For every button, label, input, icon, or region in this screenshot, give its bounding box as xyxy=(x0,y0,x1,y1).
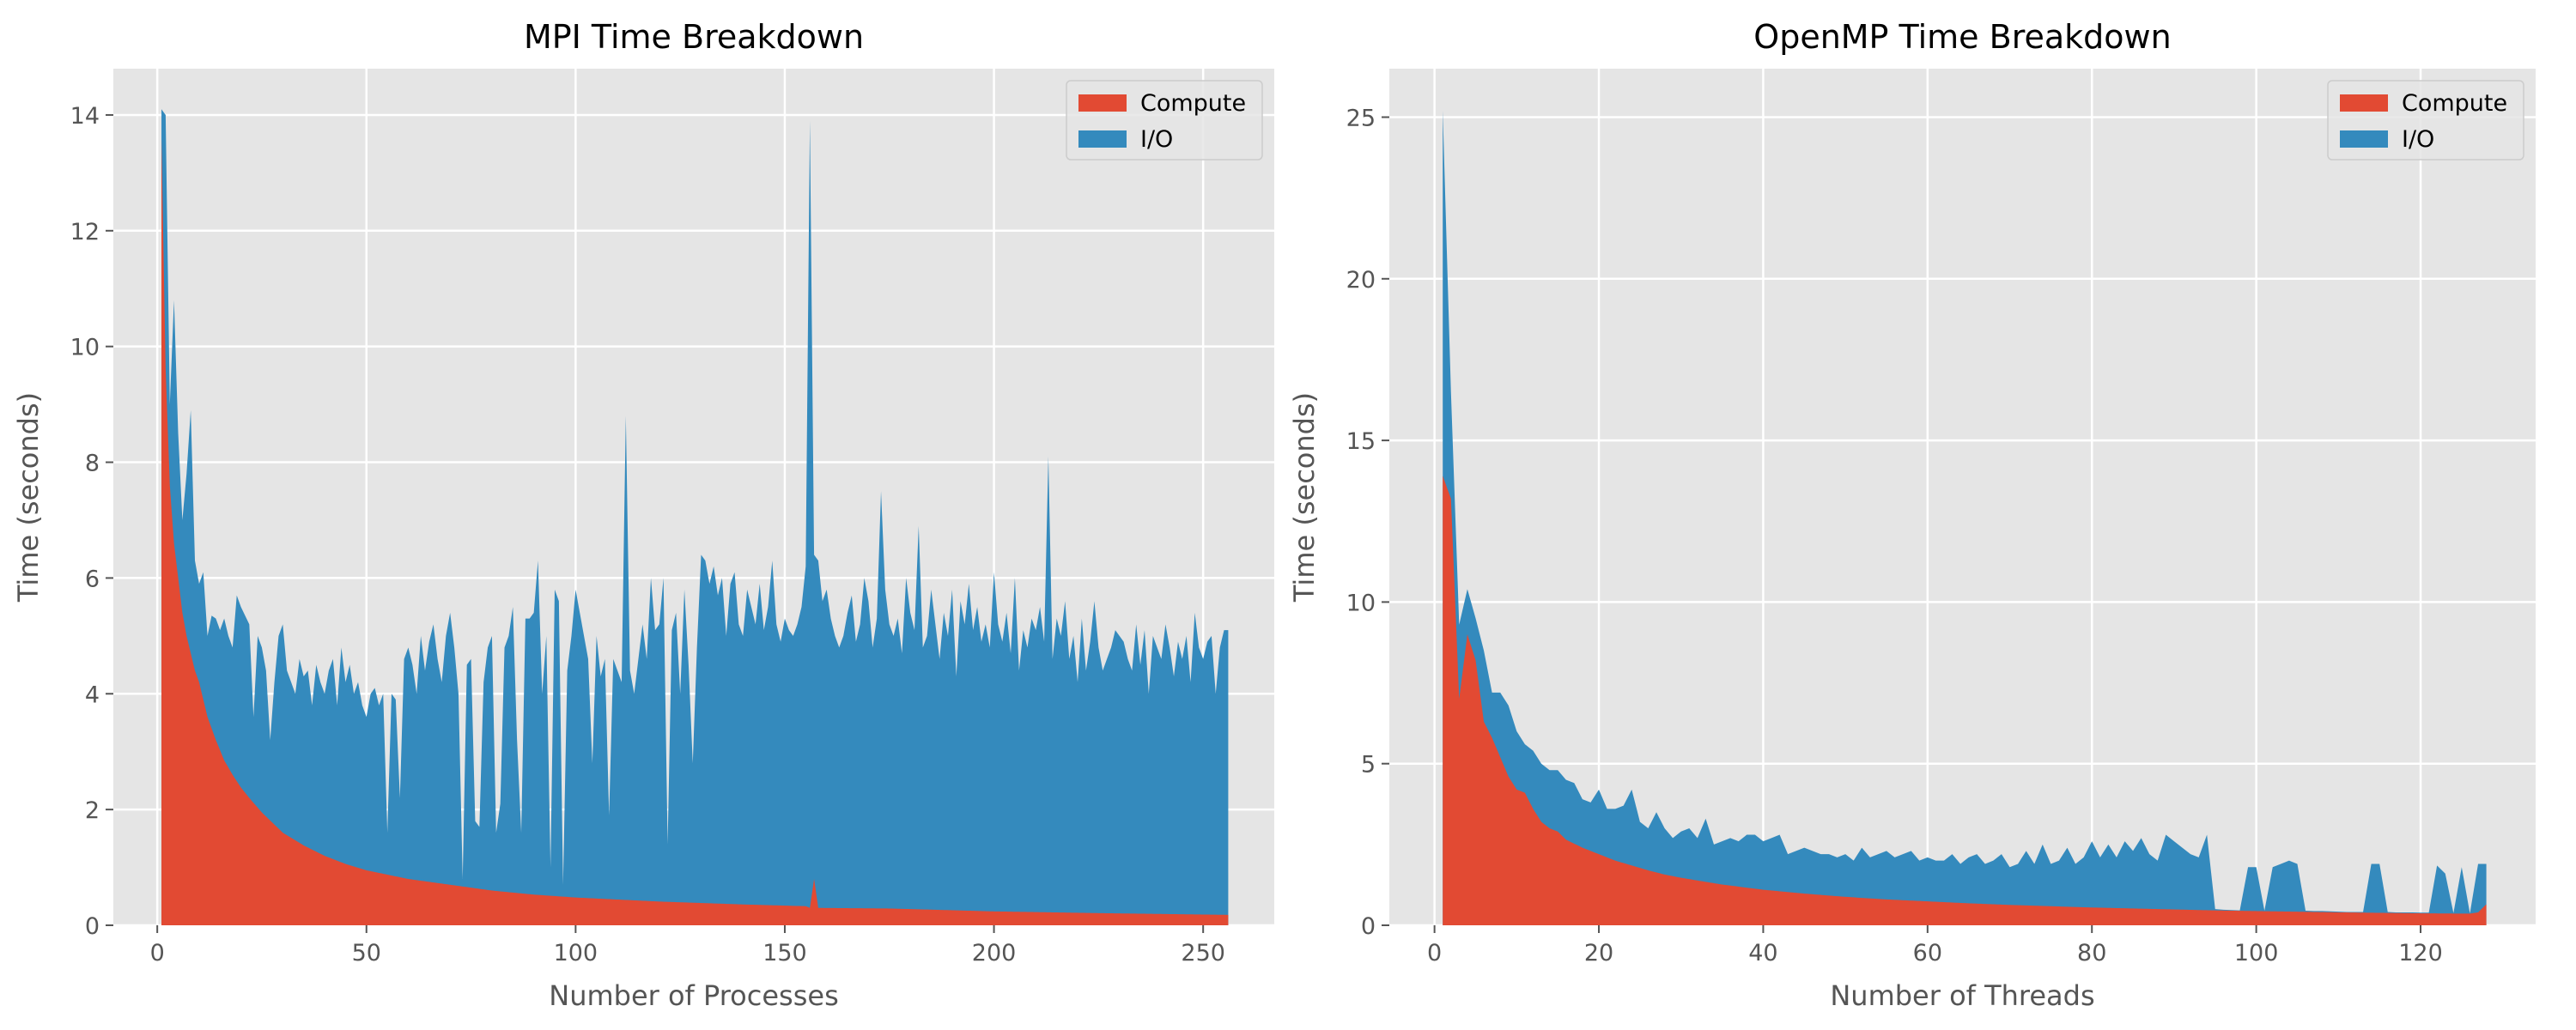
openmp-legend-compute-swatch xyxy=(2340,94,2388,112)
openmp-chart: 0 20 40 60 80 100 120 0 5 10 15 20 25 OpenMP Time B… xyxy=(1288,18,2536,1012)
mpi-legend-io-label: I/O xyxy=(1140,126,1173,153)
mpi-ytick-label: 10 xyxy=(70,335,100,361)
openmp-xtick-label: 120 xyxy=(2398,940,2443,966)
openmp-ytick-label: 25 xyxy=(1346,105,1376,131)
mpi-legend-compute-label: Compute xyxy=(1140,90,1246,117)
mpi-ytick-label: 6 xyxy=(85,566,100,592)
openmp-xtick-label: 100 xyxy=(2234,940,2279,966)
openmp-legend: Compute I/O xyxy=(2327,80,2524,161)
mpi-y-ticks: 0 2 4 6 8 10 12 14 xyxy=(70,103,113,940)
mpi-ytick-label: 4 xyxy=(85,682,100,708)
openmp-chart-title: OpenMP Time Breakdown xyxy=(1753,18,2171,56)
mpi-xtick-label: 50 xyxy=(352,940,381,966)
mpi-xtick-label: 0 xyxy=(150,940,165,966)
mpi-chart: 0 50 100 150 200 250 0 2 4 6 8 10 12 14 MPI Time Bre… xyxy=(12,18,1274,1012)
openmp-x-axis-label: Number of Threads xyxy=(1830,979,2094,1012)
mpi-ytick-label: 0 xyxy=(85,913,100,940)
mpi-compute-area xyxy=(161,137,1229,926)
mpi-io-area xyxy=(161,109,1229,925)
openmp-ytick-label: 10 xyxy=(1346,590,1376,616)
mpi-xtick-label: 150 xyxy=(762,940,807,966)
openmp-legend-io-label: I/O xyxy=(2402,126,2434,153)
mpi-legend: Compute I/O xyxy=(1066,80,1263,161)
openmp-xtick-label: 20 xyxy=(1584,940,1613,966)
openmp-x-ticks: 0 20 40 60 80 100 120 xyxy=(1427,925,2443,966)
openmp-ytick-label: 0 xyxy=(1361,913,1376,940)
openmp-legend-io-swatch xyxy=(2340,130,2388,148)
mpi-ytick-label: 2 xyxy=(85,797,100,824)
mpi-xtick-label: 250 xyxy=(1181,940,1225,966)
mpi-legend-io-swatch xyxy=(1078,130,1127,148)
openmp-xtick-label: 60 xyxy=(1913,940,1942,966)
openmp-compute-area xyxy=(1443,476,2487,925)
mpi-chart-title: MPI Time Breakdown xyxy=(524,18,864,56)
openmp-y-axis-label: Time (seconds) xyxy=(1288,392,1321,603)
openmp-ytick-label: 20 xyxy=(1346,267,1376,294)
mpi-ytick-label: 12 xyxy=(70,219,100,245)
mpi-x-axis-label: Number of Processes xyxy=(549,979,838,1012)
openmp-y-ticks: 0 5 10 15 20 25 xyxy=(1346,105,1389,940)
openmp-xtick-label: 0 xyxy=(1427,940,1442,966)
mpi-ytick-label: 14 xyxy=(70,103,100,130)
openmp-xtick-label: 80 xyxy=(2077,940,2106,966)
openmp-ytick-label: 5 xyxy=(1361,752,1376,779)
openmp-xtick-label: 40 xyxy=(1748,940,1777,966)
openmp-plot-area xyxy=(1389,69,2536,925)
mpi-xtick-label: 100 xyxy=(554,940,598,966)
openmp-legend-compute-label: Compute xyxy=(2402,90,2507,117)
mpi-y-axis-label: Time (seconds) xyxy=(12,392,45,603)
mpi-xtick-label: 200 xyxy=(972,940,1017,966)
mpi-legend-compute-swatch xyxy=(1078,94,1127,112)
mpi-ytick-label: 8 xyxy=(85,451,100,477)
mpi-x-ticks: 0 50 100 150 200 250 xyxy=(150,925,1225,966)
openmp-ytick-label: 15 xyxy=(1346,428,1376,455)
